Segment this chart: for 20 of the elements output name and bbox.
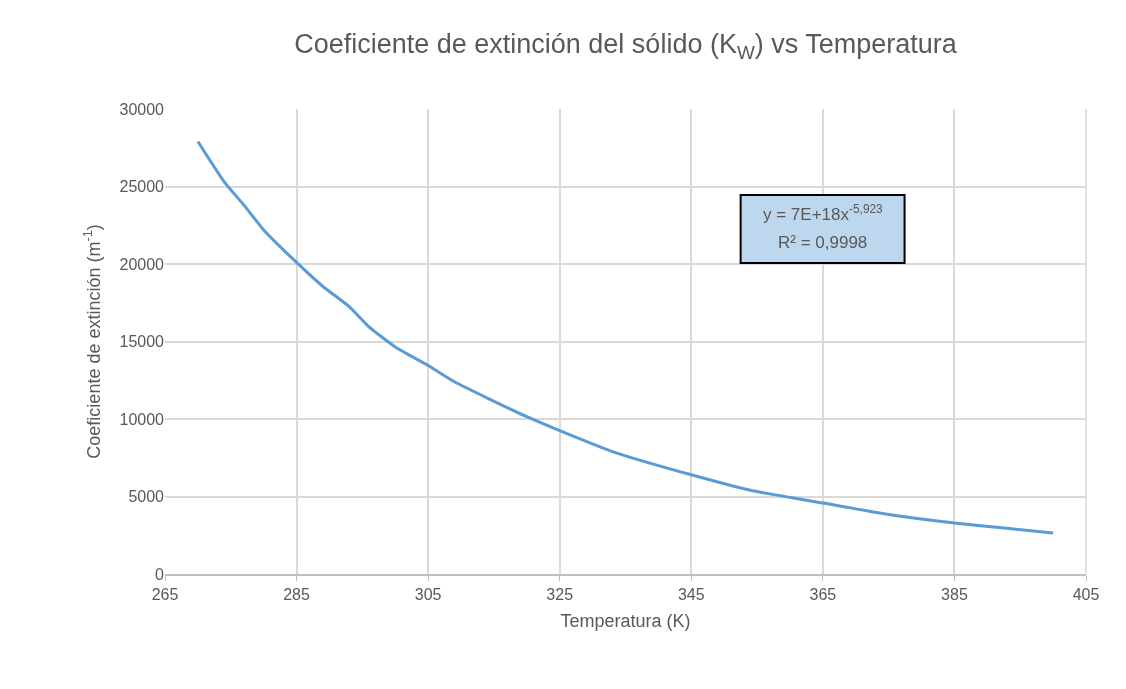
y-tick-label: 10000: [119, 410, 165, 428]
annotation: R² = 0,9998: [778, 233, 868, 252]
x-tick-label: 365: [809, 585, 837, 603]
y-tick-label: 25000: [119, 178, 165, 196]
x-tick-label: 325: [546, 585, 574, 603]
x-tick-label: 385: [941, 585, 968, 603]
x-tick-label: 405: [1072, 585, 1100, 603]
chart-title: Coeficiente de extinción del sólido (K$_{W}$) vs Temperatura: [294, 29, 958, 64]
x-tick-label: 305: [414, 585, 442, 603]
x-tick-label: 345: [677, 585, 705, 603]
y-tick-label: 0: [155, 565, 165, 583]
y-tick-label: 15000: [119, 333, 165, 351]
x-tick-label: 285: [283, 585, 311, 603]
x-tick-label: 265: [151, 585, 179, 603]
x-axis-title: Temperatura (K): [560, 610, 691, 631]
y-tick-label: 20000: [119, 255, 165, 273]
annotation: y = 7E+18x$^{-5,923}$: [763, 202, 884, 225]
y-tick-label: 5000: [128, 488, 165, 506]
y-tick-label: 30000: [119, 100, 165, 118]
line-series: [196, 140, 1055, 535]
